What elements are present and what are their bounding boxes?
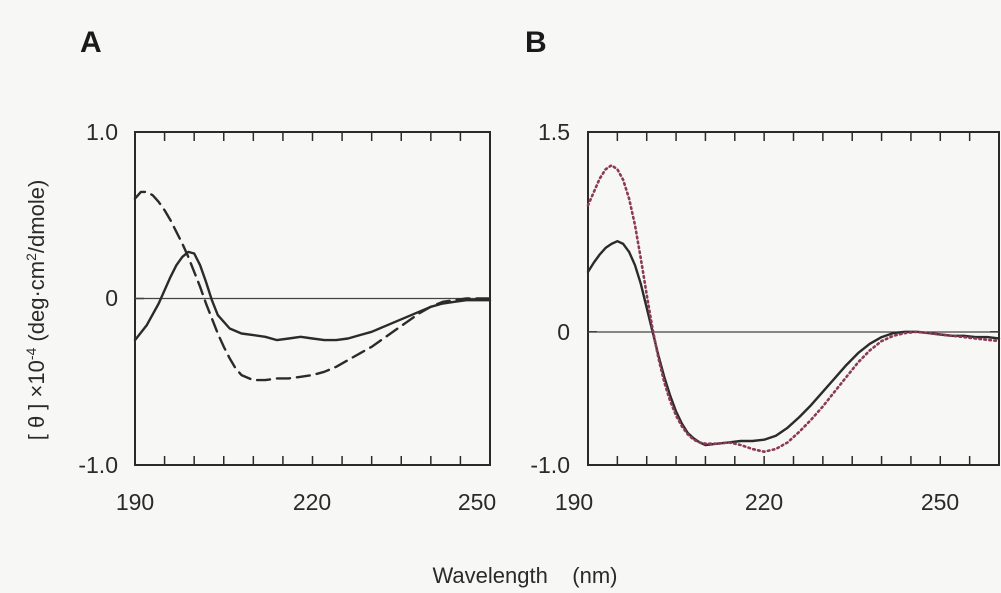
panel-b-dotted-curve <box>586 164 1001 454</box>
panel-b: B 1.5 0 -1.0 190 220 250 <box>525 26 1001 515</box>
y-axis-title-exponent: -4 <box>23 347 39 360</box>
panel-a-xtick-190: 190 <box>116 489 154 515</box>
y-axis-title-unit: (deg·cm <box>24 261 49 348</box>
panel-a-ytick-bottom: -1.0 <box>78 452 118 478</box>
panel-a-label: A <box>80 26 102 59</box>
panel-b-ticks <box>587 131 1000 466</box>
panel-b-ytick-zero: 0 <box>557 319 570 345</box>
panel-a-solid-curve <box>133 250 492 342</box>
panel-b-ytick-bottom: -1.0 <box>530 452 570 478</box>
panel-a-ticks <box>134 131 491 466</box>
y-axis-title: [ θ ] ×10-4 (deg·cm2/dmole) <box>23 180 49 441</box>
panel-a-xtick-220: 220 <box>293 489 331 515</box>
panel-b-label: B <box>525 26 547 59</box>
y-axis-title-main: [ θ ] ×10 <box>24 360 49 440</box>
panel-b-xtick-220: 220 <box>745 489 783 515</box>
panel-a-series <box>133 190 492 382</box>
panel-b-solid-curve <box>586 239 1001 447</box>
panel-a-xtick-250: 250 <box>458 489 496 515</box>
y-axis-title-unit-end: /dmole) <box>24 180 49 253</box>
panel-b-xtick-190: 190 <box>555 489 593 515</box>
panel-b-xtick-250: 250 <box>921 489 959 515</box>
panel-b-ytick-top: 1.5 <box>538 119 570 145</box>
panel-a-ytick-zero: 0 <box>105 285 118 311</box>
panel-a-ytick-top: 1.0 <box>86 119 118 145</box>
panel-a: A 1.0 0 -1.0 190 220 250 <box>78 26 496 515</box>
panel-a-dashed-curve <box>133 190 492 382</box>
y-axis-title-squared: 2 <box>23 253 39 261</box>
panel-b-series <box>586 164 1001 454</box>
x-axis-title: Wavelength (nm) <box>432 563 617 588</box>
panel-b-frame <box>587 131 1000 466</box>
